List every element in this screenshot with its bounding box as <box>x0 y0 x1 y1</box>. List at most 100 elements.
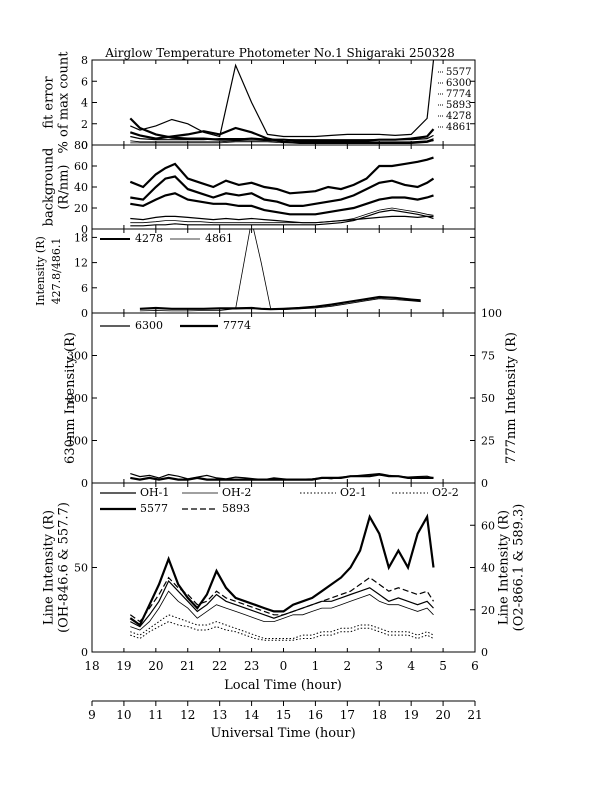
y-tick-label: 100 <box>67 435 88 448</box>
y2-tick-label: 0 <box>481 477 488 490</box>
y-axis-label: (OH-846.6 & 557.7) <box>57 502 72 633</box>
series-background-1 <box>130 175 435 207</box>
series-line_intensity-OH-2 <box>130 590 434 631</box>
y-tick-label: 200 <box>67 392 88 405</box>
series-group <box>139 229 421 312</box>
local-time-tick-label: 18 <box>84 659 99 673</box>
page-title: Airglow Temperature Photometer No.1 Shig… <box>104 46 455 60</box>
legend-label: 7774 <box>223 319 251 332</box>
y-axis-label: 630nm Intensity (R) <box>63 332 78 464</box>
local-time-tick-label: 6 <box>471 659 479 673</box>
y2-tick-label: 40 <box>481 562 495 575</box>
series-fit_error-6300 <box>130 60 435 138</box>
ut-tick-label: 16 <box>308 708 323 722</box>
y-tick-label: 50 <box>74 562 88 575</box>
panel-fit_error: 0 2 4 6 8 fit error% of max count 557763007774… <box>42 51 476 154</box>
y-tick-label: 12 <box>74 257 88 270</box>
local-time-tick-label: 23 <box>244 659 259 673</box>
local-time-tick-label: 19 <box>116 659 131 673</box>
legend-label: 5893 <box>446 100 471 111</box>
series-line_intensity-OH-1 <box>130 579 434 628</box>
y-tick-label: 40 <box>74 181 88 194</box>
y-tick-label: 0 <box>81 646 88 659</box>
y-tick-label: 0 <box>81 307 88 320</box>
series-background-4 <box>130 207 434 224</box>
y-tick-label: 60 <box>74 160 88 173</box>
ut-tick-label: 18 <box>372 708 387 722</box>
local-time-tick-label: 5 <box>439 659 447 673</box>
y-tick-label: 0 <box>81 223 88 236</box>
legend-label: 7774 <box>446 89 471 100</box>
y-axis-label: Intensity (R) <box>34 236 47 306</box>
legend-label: 6300 <box>135 319 163 332</box>
y-tick-label: 6 <box>81 75 88 88</box>
ut-tick-label: 19 <box>404 708 419 722</box>
y-tick-label: 6 <box>81 282 88 295</box>
y-tick-label: 2 <box>81 118 88 131</box>
y-axis-label: fit error <box>42 76 57 129</box>
y2-axis-label: 777nm Intensity (R) <box>504 332 519 464</box>
series-background-0 <box>129 156 434 195</box>
series-group <box>129 513 435 641</box>
legend-label: 5577 <box>446 67 471 78</box>
y2-tick-label: 75 <box>481 350 495 363</box>
y2-tick-label: 50 <box>481 392 495 405</box>
legend-label: 4278 <box>135 232 163 245</box>
ut-tick-label: 9 <box>88 708 96 722</box>
series-fit_error-4861 <box>130 140 434 144</box>
series-background-5 <box>130 209 434 227</box>
ut-tick-label: 10 <box>116 708 131 722</box>
ut-tick-label: 14 <box>244 708 260 722</box>
local-time-tick-label: 0 <box>280 659 288 673</box>
local-time-axis-label: Local Time (hour) <box>224 678 342 693</box>
y2-axis-label: Line Intensity (R) <box>497 510 512 625</box>
series-line_intensity-5577 <box>129 513 435 627</box>
series-background-2 <box>130 192 434 216</box>
local-time-tick-label: 4 <box>407 659 415 673</box>
local-time-tick-label: 2 <box>344 659 352 673</box>
y2-tick-label: 60 <box>481 519 495 532</box>
legend-label: OH-1 <box>140 486 169 499</box>
y-tick-label: 18 <box>74 231 88 244</box>
local-time-tick-label: 20 <box>148 659 163 673</box>
ut-tick-label: 12 <box>180 708 195 722</box>
y-tick-label: 4 <box>81 97 88 110</box>
y2-tick-label: 100 <box>481 307 502 320</box>
y-tick-label: 8 <box>81 54 88 67</box>
series-fit_error-5893 <box>130 134 434 141</box>
local-time-tick-label: 21 <box>180 659 195 673</box>
y-tick-label: 20 <box>74 202 88 215</box>
series-line_intensity-O2-2 <box>130 621 434 641</box>
legend-label: O2-1 <box>340 486 367 499</box>
series-group <box>129 156 435 227</box>
legend-label: 5577 <box>140 502 168 515</box>
series-background-3 <box>130 215 434 224</box>
y-axis-label: % of max count <box>57 51 72 154</box>
ut-tick-label: 11 <box>148 708 163 722</box>
series-line_intensity-O2-1 <box>130 614 434 639</box>
local-time-tick-label: 1 <box>312 659 320 673</box>
y2-axis-label: (O2-866.1 & 589.3) <box>512 504 527 632</box>
panel-frame <box>91 312 476 484</box>
series-630_777-7774 <box>130 473 434 481</box>
ut-tick-label: 20 <box>435 708 450 722</box>
y-tick-label: 300 <box>67 350 88 363</box>
y-axis-label: Line Intensity (R) <box>42 510 57 625</box>
y-tick-label: 0 <box>81 477 88 490</box>
y-tick-label: 80 <box>74 139 88 152</box>
panel-background: 0 20 40 60 80 background (R/nm) <box>42 139 476 236</box>
legend-label: 6300 <box>446 78 471 89</box>
y-tick-label: 0 <box>81 139 88 152</box>
panel-intensity_4278_4861: 0 6 12 18 Intensity (R) 427.8/486.1 4278 4861 <box>34 228 476 320</box>
series-intensity_4278_4861-4861 <box>139 229 421 312</box>
legend-label: O2-2 <box>432 486 459 499</box>
legend-label: 4861 <box>446 122 471 133</box>
ut-axis-label: Universal Time (hour) <box>210 726 355 741</box>
y2-tick-label: 0 <box>481 646 488 659</box>
y-axis-label: background <box>42 148 57 227</box>
local-time-tick-label: 3 <box>375 659 383 673</box>
series-group <box>130 472 434 481</box>
